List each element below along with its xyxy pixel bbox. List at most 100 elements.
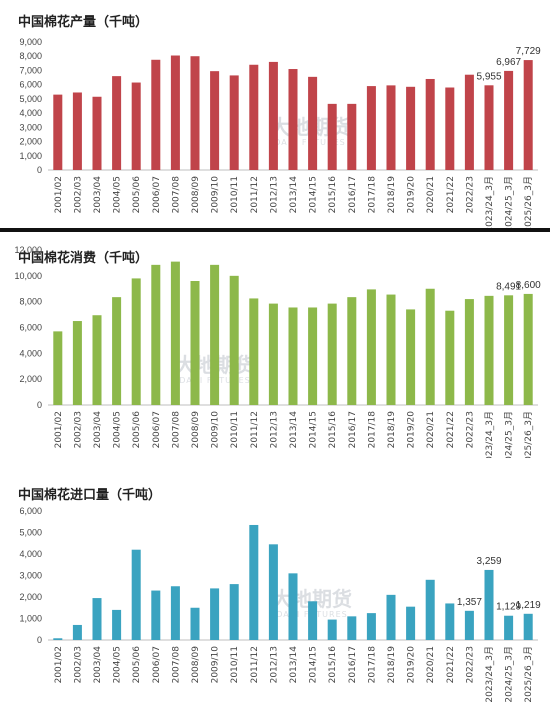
x-category-label: 2020/21 [426,176,436,213]
data-label: 1,129 [496,602,521,613]
bar [308,307,318,405]
x-category-label: 2012/13 [269,646,279,683]
bar [406,606,416,640]
bar [249,64,259,170]
y-tick-label: 3,000 [19,122,42,132]
x-category-label: 2023/24_3月 [484,176,495,233]
x-category-label: 2021/22 [446,646,456,683]
bar [229,75,239,170]
bar [464,299,474,405]
x-category-label: 2008/09 [191,646,201,684]
y-tick-label: 0 [37,635,42,645]
bar [288,307,298,405]
x-category-label: 2022/23 [465,646,475,683]
y-tick-label: 4,000 [19,549,42,559]
x-category-label: 2009/10 [211,411,221,449]
bar [131,82,141,170]
x-category-label: 2009/10 [211,646,221,684]
chart-title: 中国棉花产量（千吨） [18,15,149,30]
bar [268,544,278,640]
y-tick-label: 2,000 [19,137,42,147]
bar [523,60,533,170]
data-label: 8,600 [516,280,541,291]
x-category-label: 2015/16 [328,646,338,684]
bar [484,569,494,640]
x-category-label: 2010/11 [230,646,240,683]
bar [210,264,220,405]
bar [484,85,494,170]
x-category-label: 2020/21 [426,411,436,448]
bar [386,85,396,170]
bar [170,586,180,640]
x-category-label: 2005/06 [132,646,142,684]
bar [484,295,494,405]
x-category-label: 2010/11 [230,411,240,448]
y-tick-label: 4,000 [19,108,42,118]
imports-chart-panel: 中国棉花进口量（千吨） 大地期货 DADI FUTURES 0 1,000 2,000 3… [0,458,550,707]
data-label: 6,967 [496,57,521,68]
x-category-label: 2007/08 [171,646,181,684]
bar [92,96,102,170]
x-category-label: 2013/14 [289,411,299,449]
x-category-label: 2003/04 [93,411,103,449]
chart-title: 中国棉花进口量（千吨） [18,488,162,503]
bar [347,616,357,640]
x-category-label: 2002/03 [73,411,83,448]
y-tick-label: 2,000 [19,592,42,602]
y-tick-label: 5,000 [19,528,42,538]
x-category-label: 2024/25_3月 [504,176,515,233]
x-category-label: 2015/16 [328,411,338,449]
y-tick-label: 4,000 [19,348,42,358]
x-category-label: 2001/02 [54,411,64,448]
bar [210,71,220,170]
y-tick-label: 9,000 [19,37,42,47]
x-category-label: 2018/19 [387,411,397,449]
x-category-label: 2019/20 [407,411,417,449]
x-category-label: 2008/09 [191,411,201,449]
bar [327,103,337,170]
bar [210,588,220,640]
bar [72,321,82,405]
x-category-label: 2018/19 [387,176,397,214]
bar [112,297,122,405]
bar [347,103,357,170]
y-tick-label: 0 [37,165,42,175]
data-label: 5,955 [476,71,501,82]
x-category-label: 2007/08 [171,411,181,449]
bar [229,275,239,405]
x-category-label: 2025/26_3月 [523,646,534,703]
bar [425,78,435,170]
bar [504,70,514,170]
bar [92,315,102,405]
x-category-label: 2016/17 [348,411,358,448]
bar [190,607,200,640]
bar [406,86,416,170]
x-category-label: 2025/26_3月 [523,176,534,233]
x-category-label: 2007/08 [171,176,181,214]
x-category-label: 2023/24_3月 [484,411,495,468]
x-category-label: 2012/13 [269,411,279,448]
bar [425,579,435,640]
bar [53,638,63,640]
x-category-label: 2005/06 [132,411,142,449]
x-category-label: 2023/24_3月 [484,646,495,703]
x-category-label: 2009/10 [211,176,221,214]
x-category-label: 2003/04 [93,646,103,684]
y-tick-label: 0 [37,400,42,410]
chart-title: 中国棉花消费（千吨） [18,251,149,266]
panel-divider [0,228,550,233]
y-tick-label: 3,000 [19,571,42,581]
data-label: 8,491 [496,281,521,292]
bar [72,92,82,170]
y-tick-label: 5,000 [19,94,42,104]
bar [523,293,533,405]
data-label: 1,357 [457,597,482,608]
bar [131,549,141,640]
x-category-label: 2002/03 [73,646,83,683]
y-tick-label: 8,000 [19,297,42,307]
bar [268,61,278,170]
